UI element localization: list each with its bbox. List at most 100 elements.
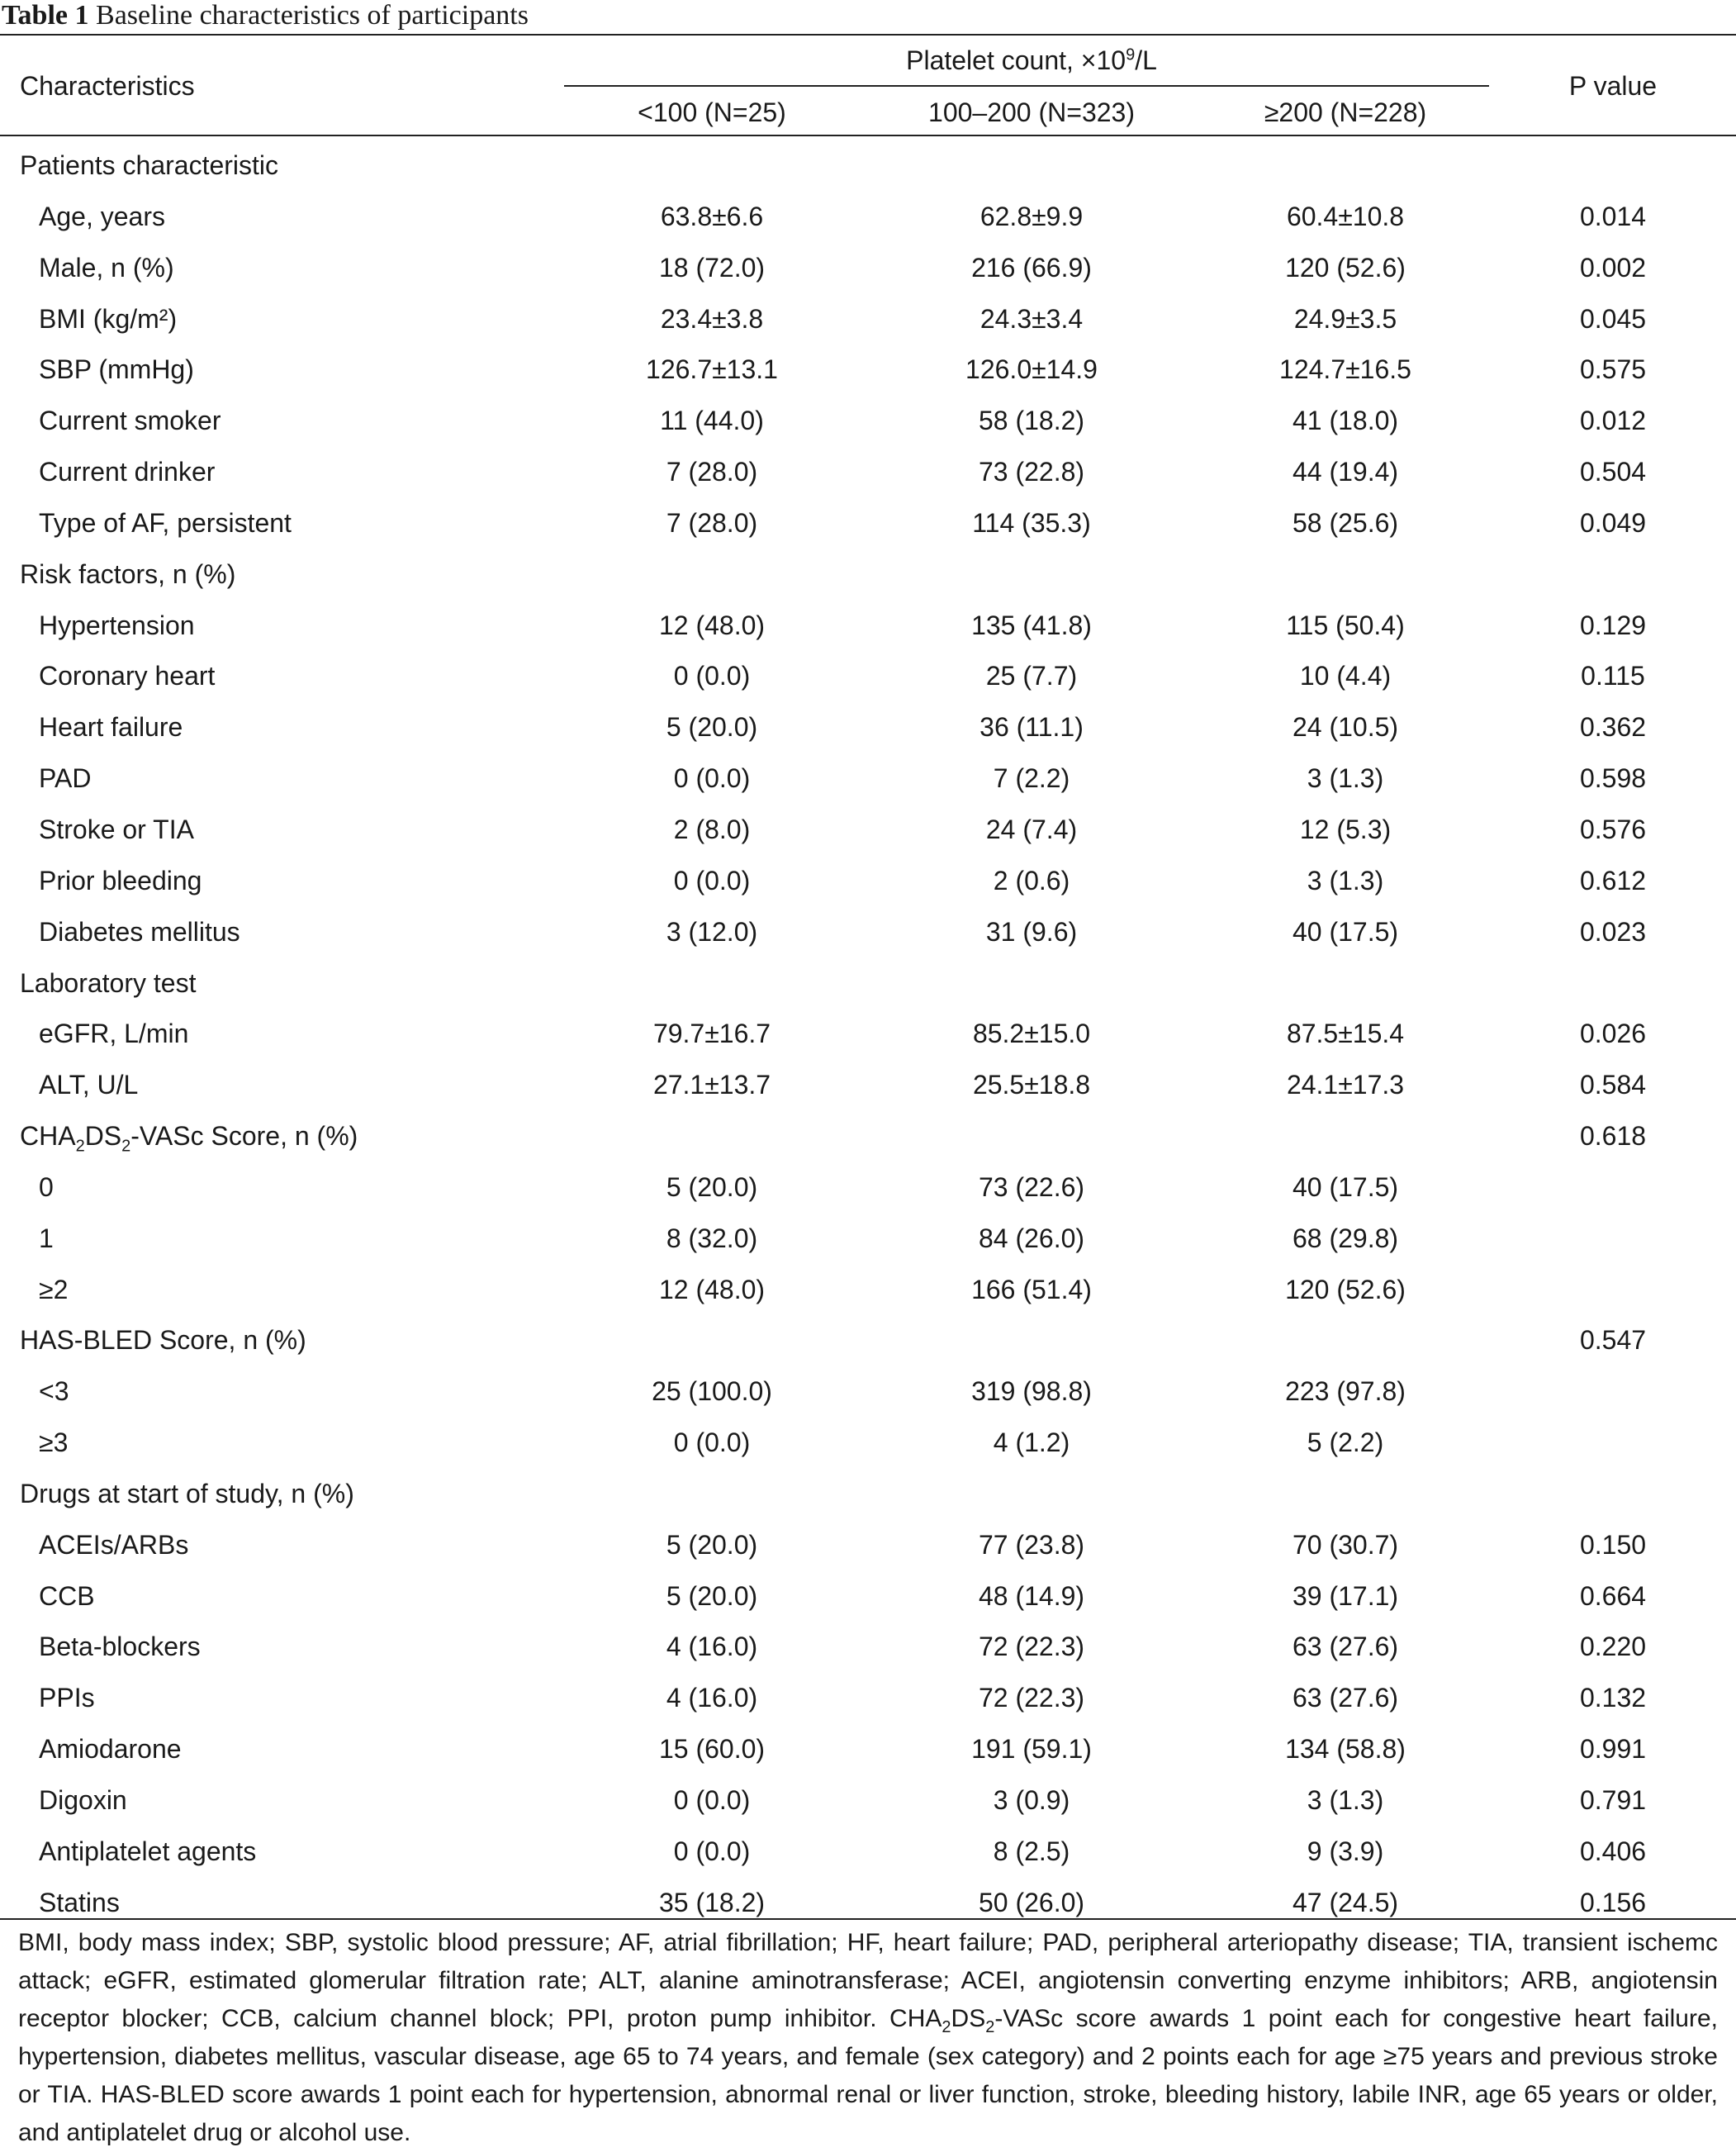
cell-mid: 73 (22.8) xyxy=(978,457,1085,487)
cell-low: 2 (8.0) xyxy=(673,814,751,844)
cell-low: 4 (16.0) xyxy=(666,1683,758,1713)
cell-mid: 114 (35.3) xyxy=(972,507,1091,538)
table-row: Digoxin 0 (0.0) 3 (0.9) 3 (1.3) 0.791 xyxy=(0,1775,1736,1827)
row-label: Prior bleeding xyxy=(39,865,202,895)
cell-low: 0 (0.0) xyxy=(673,661,751,691)
cell-pvalue: 0.023 xyxy=(1579,916,1647,947)
table-row: 1 8 (32.0) 84 (26.0) 68 (29.8) xyxy=(0,1214,1736,1265)
cell-low: 18 (72.0) xyxy=(658,252,766,283)
cell-mid: 4 (1.2) xyxy=(993,1428,1070,1458)
cell-pvalue: 0.791 xyxy=(1579,1785,1647,1815)
row-label: eGFR, L/min xyxy=(39,1019,189,1049)
table-row: PAD 0 (0.0) 7 (2.2) 3 (1.3) 0.598 xyxy=(0,753,1736,805)
row-label: Laboratory test xyxy=(20,967,197,998)
cell-low: 27.1±13.7 xyxy=(652,1070,771,1100)
cell-low: 8 (32.0) xyxy=(666,1223,758,1253)
table-row: ≥3 0 (0.0) 4 (1.2) 5 (2.2) xyxy=(0,1418,1736,1469)
cell-high: 39 (17.1) xyxy=(1292,1580,1399,1611)
cell-high: 68 (29.8) xyxy=(1292,1223,1399,1253)
cell-pvalue: 0.150 xyxy=(1579,1529,1647,1560)
header-col-low: <100 (N=25) xyxy=(638,97,786,127)
row-label: Heart failure xyxy=(39,712,183,743)
cell-high: 24.1±17.3 xyxy=(1286,1070,1405,1100)
row-label: SBP (mmHg) xyxy=(39,354,194,385)
cell-high: 3 (1.3) xyxy=(1307,1785,1384,1815)
table-row: Beta-blockers 4 (16.0) 72 (22.3) 63 (27.6) 0… xyxy=(0,1622,1736,1673)
row-label: 0 xyxy=(39,1171,54,1202)
section-row: Patients characteristic xyxy=(0,140,1736,192)
cell-mid: 62.8±9.9 xyxy=(979,201,1084,231)
row-label: CCB xyxy=(39,1580,95,1611)
cell-mid: 84 (26.0) xyxy=(978,1223,1085,1253)
header-col-high: ≥200 (N=228) xyxy=(1264,97,1427,127)
table-row: Male, n (%) 18 (72.0) 216 (66.9) 120 (52.6)… xyxy=(0,243,1736,294)
cell-high: 63 (27.6) xyxy=(1292,1632,1399,1662)
cell-low: 35 (18.2) xyxy=(658,1887,766,1917)
table-row: CCB 5 (20.0) 48 (14.9) 39 (17.1) 0.664 xyxy=(0,1571,1736,1622)
table-row: PPIs 4 (16.0) 72 (22.3) 63 (27.6) 0.132 xyxy=(0,1673,1736,1724)
cell-low: 11 (44.0) xyxy=(660,406,764,436)
section-row: HAS-BLED Score, n (%) 0.547 xyxy=(0,1315,1736,1366)
table-caption-text: Baseline characteristics of participants xyxy=(96,0,529,31)
cell-low: 25 (100.0) xyxy=(652,1376,772,1407)
cell-mid: 216 (66.9) xyxy=(971,252,1092,283)
cell-mid: 77 (23.8) xyxy=(978,1529,1085,1560)
table-caption-label: Table 1 xyxy=(2,0,89,31)
row-label: Type of AF, persistent xyxy=(39,507,292,538)
cell-high: 124.7±16.5 xyxy=(1279,354,1411,385)
header-pvalue: P value xyxy=(1568,71,1658,101)
cell-mid: 85.2±15.0 xyxy=(972,1019,1091,1049)
header-rule xyxy=(0,135,1736,136)
cell-high: 12 (5.3) xyxy=(1299,814,1392,844)
cell-low: 23.4±3.8 xyxy=(660,303,764,334)
cell-mid: 58 (18.2) xyxy=(978,406,1085,436)
top-rule xyxy=(0,34,1736,36)
row-label: PPIs xyxy=(39,1683,95,1713)
cell-mid: 48 (14.9) xyxy=(978,1580,1085,1611)
cell-mid: 36 (11.1) xyxy=(979,712,1084,743)
cell-mid: 73 (22.6) xyxy=(978,1171,1085,1202)
cell-low: 5 (20.0) xyxy=(666,1580,758,1611)
row-label: Coronary heart xyxy=(39,661,216,691)
cell-low: 4 (16.0) xyxy=(666,1632,758,1662)
header-platelet-group: Platelet count, ×109/L xyxy=(906,44,1157,77)
cell-pvalue: 0.664 xyxy=(1579,1580,1647,1611)
header-platelet-sup: 9 xyxy=(1126,45,1136,64)
cell-pvalue: 0.156 xyxy=(1579,1887,1647,1917)
row-label: ALT, U/L xyxy=(39,1070,139,1100)
row-label: Statins xyxy=(39,1887,120,1917)
cell-mid: 24 (7.4) xyxy=(985,814,1078,844)
footnote-sub1: 2 xyxy=(942,2018,951,2036)
cell-high: 3 (1.3) xyxy=(1307,865,1384,895)
row-label: Age, years xyxy=(39,201,165,231)
table-row: Amiodarone 15 (60.0) 191 (59.1) 134 (58.8) 0… xyxy=(0,1724,1736,1775)
table-row: ACEIs/ARBs 5 (20.0) 77 (23.8) 70 (30.7) 0.15… xyxy=(0,1520,1736,1571)
cell-pvalue: 0.576 xyxy=(1579,814,1647,844)
cell-pvalue: 0.362 xyxy=(1579,712,1647,743)
cell-high: 70 (30.7) xyxy=(1292,1529,1399,1560)
cell-low: 15 (60.0) xyxy=(658,1734,766,1765)
table-row: Statins 35 (18.2) 50 (26.0) 47 (24.5) 0.156 xyxy=(0,1878,1736,1929)
table-row: BMI (kg/m²) 23.4±3.8 24.3±3.4 24.9±3.5 0.045 xyxy=(0,294,1736,345)
header-characteristics: Characteristics xyxy=(20,71,195,101)
cell-high: 44 (19.4) xyxy=(1292,457,1399,487)
table-row: Antiplatelet agents 0 (0.0) 8 (2.5) 9 (3.9)… xyxy=(0,1827,1736,1878)
cell-low: 7 (28.0) xyxy=(666,457,758,487)
row-label: PAD xyxy=(39,763,92,794)
row-label: Stroke or TIA xyxy=(39,814,194,844)
footnote-sub2: 2 xyxy=(985,2018,995,2036)
footnote-part3: -VASc score awards 1 point each for cong… xyxy=(18,2005,1718,2146)
table-row: Current drinker 7 (28.0) 73 (22.8) 44 (19.4… xyxy=(0,447,1736,498)
table-row: Coronary heart 0 (0.0) 25 (7.7) 10 (4.4) 0.1… xyxy=(0,651,1736,702)
row-label: Antiplatelet agents xyxy=(39,1836,257,1866)
row-label: <3 xyxy=(39,1376,69,1407)
cell-high: 63 (27.6) xyxy=(1292,1683,1399,1713)
cell-low: 63.8±6.6 xyxy=(660,201,764,231)
cell-mid: 319 (98.8) xyxy=(971,1376,1092,1407)
table-footnote: BMI, body mass index; SBP, systolic bloo… xyxy=(18,1924,1718,2152)
cell-pvalue: 0.547 xyxy=(1579,1325,1647,1356)
cell-low: 79.7±16.7 xyxy=(652,1019,771,1049)
cell-mid: 166 (51.4) xyxy=(971,1274,1092,1304)
cell-low: 12 (48.0) xyxy=(658,610,766,640)
section-row: Drugs at start of study, n (%) xyxy=(0,1469,1736,1520)
